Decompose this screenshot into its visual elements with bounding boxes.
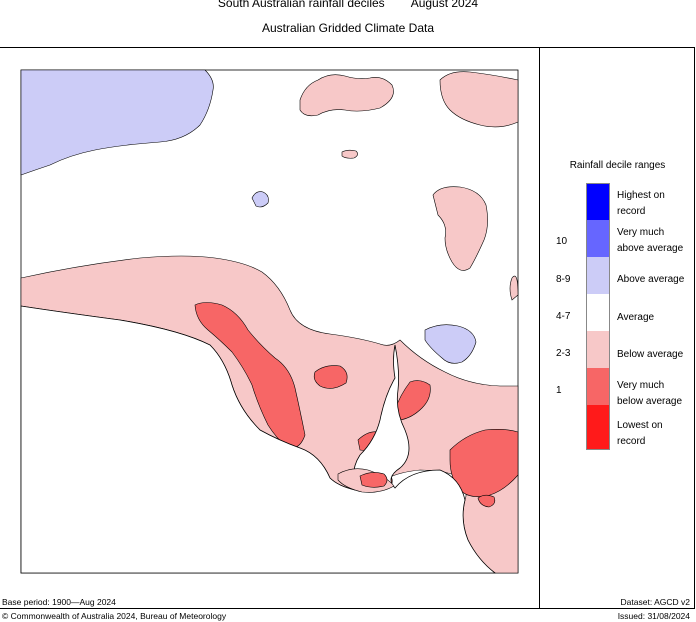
region-very-much-below-average-eyre (194, 302, 306, 449)
legend-swatch-average (586, 294, 610, 331)
base-period: Base period: 1900—Aug 2024 (2, 597, 116, 607)
legend-swatch-lowest (586, 405, 610, 450)
region-below-average-northeast (439, 71, 519, 128)
legend-divider (539, 47, 540, 609)
legend-label-very-much-below: Very much below average (617, 380, 683, 407)
region-above-average-small (251, 191, 269, 208)
map-period: August 2024 (410, 0, 479, 10)
map-ocean (20, 305, 497, 574)
map-subtitle: Australian Gridded Climate Data (261, 21, 435, 35)
legend-label-average: Average (617, 312, 655, 323)
issued-date: Issued: 31/08/2024 (617, 611, 690, 621)
region-below-average-east-island (432, 186, 488, 271)
dataset-label: Dataset: AGCD v2 (620, 597, 690, 607)
legend-label-very-much-above: Very much above average (617, 227, 684, 254)
region-below-average-east-strip (509, 275, 519, 301)
legend-label-lowest: Lowest on record (617, 420, 663, 447)
legend-label-above: Above average (617, 274, 685, 285)
region-very-much-below-average-yorke (394, 380, 431, 421)
legend-range-10: 10 (556, 236, 568, 247)
copyright: © Commonwealth of Australia 2024, Bureau… (2, 611, 227, 621)
region-above-average-northwest (20, 69, 214, 176)
map-frame (0, 47, 695, 609)
title-row: South Australian rainfall deciles August … (0, 0, 696, 10)
map-title: South Australian rainfall deciles (217, 0, 385, 10)
region-very-much-below-average-spot (477, 494, 496, 508)
legend-title: Rainfall decile ranges (569, 160, 666, 171)
legend-range-1: 1 (556, 385, 562, 396)
region-below-average-dot (341, 149, 358, 159)
legend-swatch-very-much-above (586, 220, 610, 257)
legend-label-highest: Highest on record (617, 190, 665, 217)
legend-range-2-3: 2-3 (556, 348, 571, 359)
legend-range-4-7: 4-7 (556, 311, 571, 322)
legend-swatch-above (586, 257, 610, 294)
legend-label-below: Below average (617, 349, 684, 360)
legend-swatch-very-much-below (586, 368, 610, 405)
legend-swatch-highest (586, 183, 610, 220)
legend-range-8-9: 8-9 (556, 274, 571, 285)
legend-swatch-below (586, 331, 610, 368)
region-above-average-lake (424, 324, 477, 364)
region-very-much-below-average-island-core (359, 472, 388, 488)
region-very-much-below-average-central (313, 365, 348, 389)
region-below-average-north (299, 74, 394, 117)
